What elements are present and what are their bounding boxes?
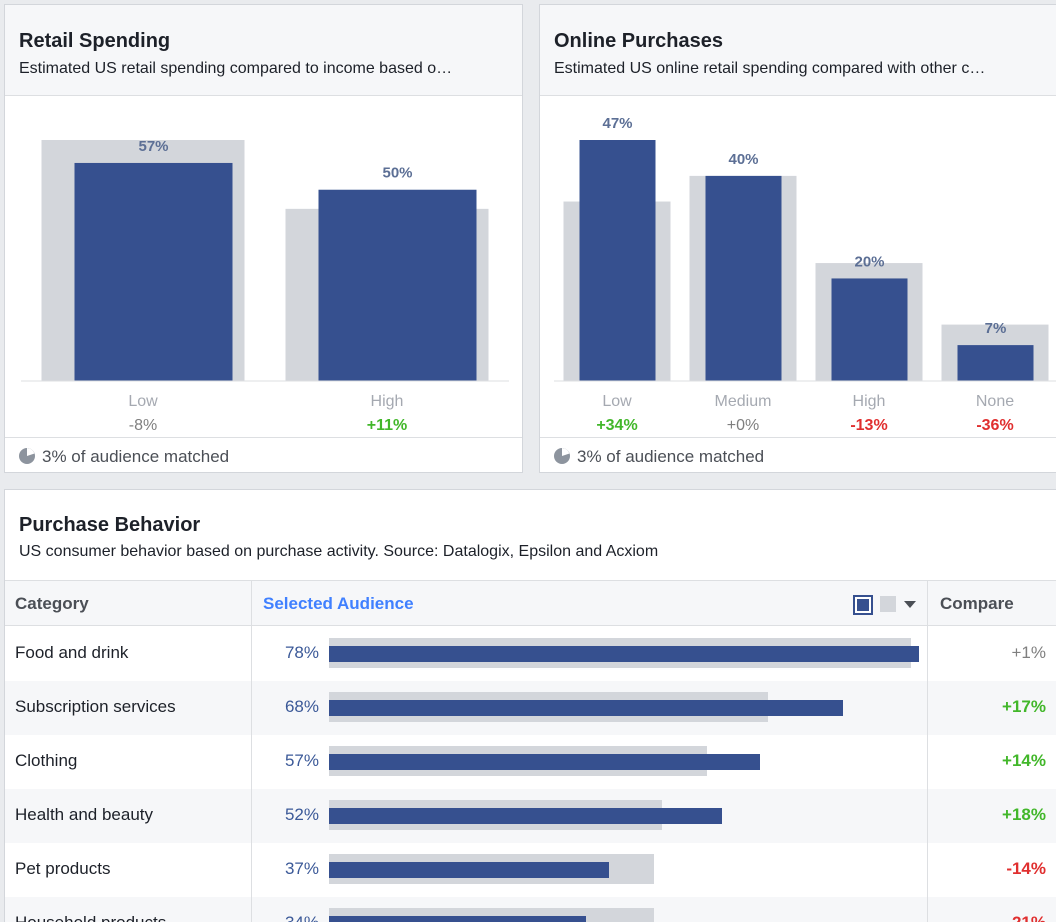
row-compare-value: -21%	[935, 913, 1046, 922]
difference-label: +11%	[367, 417, 407, 434]
retail-spending-title: Retail Spending	[19, 30, 171, 52]
online-purchases-title: Online Purchases	[554, 30, 723, 52]
retail-spending-footer: 3% of audience matched	[5, 437, 522, 472]
difference-label: -8%	[129, 417, 157, 434]
row-compare-value: +14%	[1002, 751, 1046, 770]
selected-audience-column-header[interactable]: Selected Audience	[263, 594, 414, 613]
baseline-legend-swatch[interactable]	[880, 596, 896, 612]
category-tick-label: High	[371, 393, 404, 410]
selected-audience-bar[interactable]	[74, 162, 233, 381]
table-row[interactable]: Household products 34% -21%	[5, 897, 1056, 922]
selected-audience-bar[interactable]	[329, 700, 844, 716]
row-category: Clothing	[15, 751, 78, 770]
selected-audience-bar[interactable]	[318, 189, 477, 381]
bar-value-label: 50%	[382, 165, 412, 182]
column-divider	[927, 580, 928, 922]
row-selected-percent: 52%	[284, 805, 319, 824]
selected-audience-bar[interactable]	[705, 175, 782, 381]
selected-audience-legend-swatch[interactable]	[853, 595, 873, 615]
compare-column-header[interactable]: Compare	[940, 594, 1014, 613]
table-header: Category Selected Audience Compare	[5, 580, 1056, 626]
retail-spending-chart: 57% Low -8% 50% High +11%	[21, 138, 509, 434]
difference-label: +34%	[596, 417, 637, 434]
table-row[interactable]: Pet products 37% -14%	[5, 843, 1056, 897]
selected-audience-bar[interactable]	[329, 754, 761, 770]
row-selected-percent: 34%	[251, 913, 319, 922]
difference-label: +0%	[727, 417, 759, 434]
row-compare-value: +18%	[1002, 805, 1046, 824]
purchase-behavior-panel: Purchase Behavior US consumer behavior b…	[4, 489, 1056, 922]
selected-audience-bar[interactable]	[329, 808, 723, 824]
row-compare-value: +17%	[1002, 697, 1046, 716]
bar-value-label: 40%	[728, 151, 758, 168]
row-compare-value: -14%	[1006, 859, 1046, 878]
online-purchases-header: Online Purchases Estimated US online ret…	[540, 5, 1056, 96]
audience-pie-icon	[19, 448, 35, 464]
bar-value-label: 47%	[602, 115, 632, 132]
selected-audience-bar[interactable]	[957, 345, 1034, 381]
bar-value-label: 7%	[985, 320, 1007, 337]
table-row[interactable]: Clothing 57% +14%	[5, 735, 1056, 789]
selected-audience-bar[interactable]	[329, 916, 587, 922]
row-category: Food and drink	[15, 643, 129, 662]
category-tick-label: High	[853, 393, 886, 410]
selected-audience-bar[interactable]	[831, 278, 908, 381]
retail-spending-match-text: 3% of audience matched	[42, 447, 230, 466]
row-selected-percent: 37%	[284, 859, 319, 878]
selected-audience-bar[interactable]	[579, 140, 656, 381]
difference-label: -36%	[976, 417, 1013, 434]
selected-audience-bar[interactable]	[329, 646, 919, 662]
online-purchases-panel: Online Purchases Estimated US online ret…	[539, 4, 1056, 473]
audience-pie-icon	[554, 448, 570, 464]
table-row[interactable]: Food and drink 78% +1%	[5, 627, 1056, 681]
purchase-behavior-title: Purchase Behavior	[19, 514, 201, 536]
selected-audience-bar[interactable]	[329, 862, 609, 878]
table-row[interactable]: Health and beauty 52% +18%	[5, 789, 1056, 843]
row-selected-percent: 78%	[284, 643, 319, 662]
row-compare-value: +1%	[1011, 643, 1047, 662]
category-column-header[interactable]: Category	[15, 594, 89, 613]
column-divider	[251, 580, 252, 922]
category-tick-label: Low	[128, 393, 158, 410]
row-category: Health and beauty	[15, 805, 153, 824]
bar-value-label: 57%	[138, 138, 168, 155]
difference-label: -13%	[850, 417, 887, 434]
table-row[interactable]: Subscription services 68% +17%	[5, 681, 1056, 735]
category-tick-label: Medium	[715, 393, 772, 410]
chevron-down-icon[interactable]	[904, 601, 916, 608]
category-tick-label: Low	[602, 393, 632, 410]
bar-value-label: 20%	[854, 253, 884, 270]
online-purchases-footer: 3% of audience matched	[540, 437, 1056, 472]
online-purchases-match-text: 3% of audience matched	[577, 447, 765, 466]
row-selected-percent: 68%	[284, 697, 319, 716]
online-purchases-chart: 47% Low +34% 40% Medium +0% 20% High -13% 7% None -…	[554, 115, 1056, 434]
row-category: Subscription services	[15, 697, 176, 716]
row-selected-percent: 57%	[284, 751, 319, 770]
row-category: Household products	[15, 913, 166, 922]
purchase-behavior-subtitle: US consumer behavior based on purchase a…	[19, 543, 659, 560]
retail-spending-panel: Retail Spending Estimated US retail spen…	[4, 4, 523, 473]
category-tick-label: None	[976, 393, 1014, 410]
row-category: Pet products	[15, 859, 111, 878]
retail-spending-header: Retail Spending Estimated US retail spen…	[5, 5, 522, 96]
